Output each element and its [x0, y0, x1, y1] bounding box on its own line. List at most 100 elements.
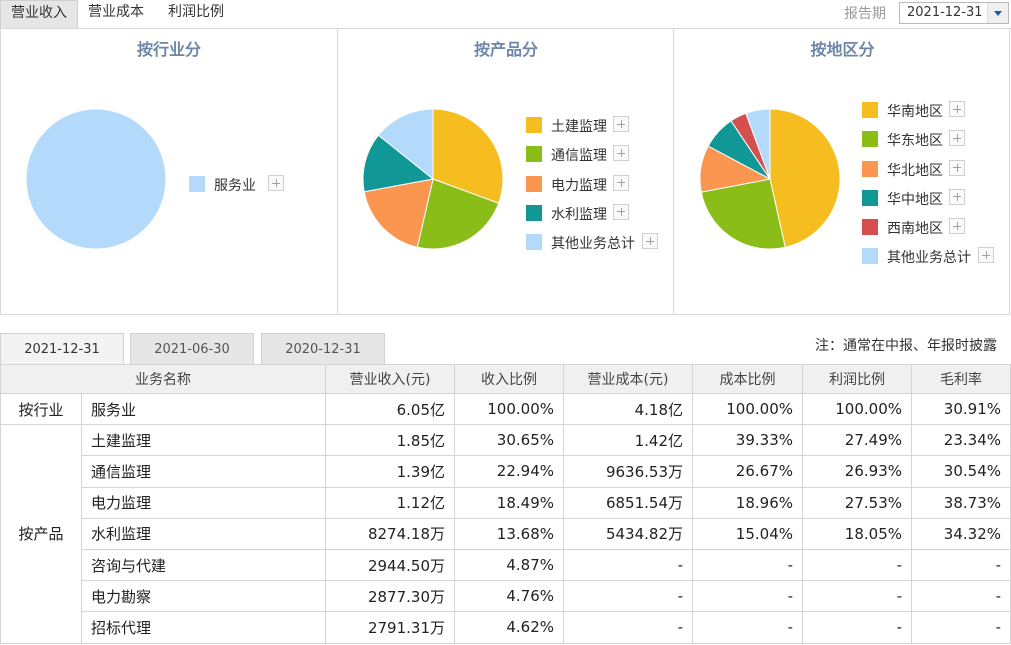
legend-swatch — [862, 160, 878, 177]
pie-slice — [416, 178, 500, 250]
expand-plus-icon[interactable] — [613, 203, 629, 220]
table-row: 通信监理 1.39亿 22.94% 9636.53万 26.67% 26.93% 30.54… — [1, 455, 1011, 488]
table-cell: - — [802, 611, 912, 644]
date-tab-2020-12-31[interactable]: 2020-12-31 — [261, 333, 385, 364]
table-cell: 27.53% — [802, 486, 912, 519]
table-cell: 22.94% — [454, 455, 564, 488]
group-label: 按产品 — [0, 424, 82, 644]
legend-swatch — [526, 117, 542, 133]
pie-slice — [700, 178, 786, 250]
pie-slice — [377, 108, 434, 181]
chart-panels: 按行业分 服务业 按产品分 土建监理 通信监理 电力监理 水利监理 其他业务总计 按地区… — [0, 28, 1010, 315]
tab-revenue[interactable]: 营业收入 — [0, 0, 78, 28]
table-cell: 4.76% — [454, 580, 564, 613]
expand-plus-icon[interactable] — [949, 101, 965, 117]
table-cell: 26.93% — [802, 455, 912, 488]
table-cell: 30.65% — [454, 424, 564, 457]
pie-slice — [432, 108, 504, 204]
table-cell: 4.18亿 — [563, 392, 693, 426]
table-cell: - — [692, 611, 803, 644]
table-cell: 1.12亿 — [325, 486, 455, 519]
report-period: 报告期 2021-12-31 — [811, 0, 1011, 28]
table-cell: - — [911, 548, 1011, 582]
tab-cost[interactable]: 营业成本 — [88, 4, 144, 20]
date-tab-2021-12-31[interactable]: 2021-12-31 — [0, 333, 124, 364]
table-cell: 39.33% — [692, 424, 803, 457]
pie-chart-industry — [25, 108, 167, 250]
expand-plus-icon[interactable] — [268, 175, 284, 191]
table-cell: - — [563, 548, 693, 582]
table-cell: 1.85亿 — [325, 424, 455, 457]
table-cell: - — [802, 548, 912, 582]
legend-label: 华东地区 — [887, 133, 943, 150]
table-cell: - — [692, 580, 803, 613]
header-revenue-ratio: 收入比例 — [454, 364, 564, 394]
expand-plus-icon[interactable] — [613, 116, 629, 132]
table-cell: 8274.18万 — [325, 517, 455, 550]
table-row: 电力监理 1.12亿 18.49% 6851.54万 18.96% 27.53% 38.73… — [1, 486, 1011, 519]
pie-chart-region — [699, 108, 841, 250]
date-tab-2021-06-30[interactable]: 2021-06-30 — [130, 333, 254, 364]
chevron-down-icon[interactable] — [987, 3, 1008, 23]
legend-label: 土建监理 — [551, 119, 607, 135]
header-profit-ratio: 利润比例 — [802, 364, 912, 394]
table-row: 按产品 土建监理 1.85亿 30.65% 1.42亿 39.33% 27.49% 23.34… — [0, 424, 1011, 644]
legend-swatch — [862, 219, 878, 236]
legend-label: 华中地区 — [887, 191, 943, 208]
legend-label: 服务业 — [214, 178, 256, 194]
table-cell: 4.62% — [454, 611, 564, 644]
table-cell: - — [692, 548, 803, 582]
legend-swatch — [862, 189, 878, 206]
expand-plus-icon[interactable] — [949, 159, 965, 176]
tab-profit-ratio[interactable]: 利润比例 — [168, 4, 224, 20]
table-cell: - — [563, 611, 693, 644]
table-cell: - — [802, 580, 912, 613]
top-tab-bar: 营业收入 营业成本 利润比例 报告期 2021-12-31 — [0, 0, 1011, 29]
pie-slice — [769, 108, 841, 248]
table-cell: 5434.82万 — [563, 517, 693, 550]
table-cell: 18.49% — [454, 486, 564, 519]
table-cell: 34.32% — [911, 517, 1011, 550]
report-period-select[interactable]: 2021-12-31 — [899, 2, 1009, 24]
chart-panel-industry: 按行业分 服务业 — [1, 28, 337, 315]
legend-label: 西南地区 — [887, 221, 943, 238]
legend-label: 其他业务总计 — [887, 250, 971, 267]
expand-plus-icon[interactable] — [613, 174, 629, 191]
expand-plus-icon[interactable] — [949, 130, 965, 147]
pie-slice — [25, 108, 167, 250]
expand-plus-icon[interactable] — [978, 247, 994, 264]
table-cell: 6851.54万 — [563, 486, 693, 519]
expand-plus-icon[interactable] — [949, 188, 965, 205]
table-cell: 23.34% — [911, 424, 1011, 457]
legend-swatch — [862, 102, 878, 118]
legend-label: 电力监理 — [551, 177, 607, 194]
pie-slice — [745, 108, 771, 180]
legend-swatch — [526, 175, 542, 192]
business-name-cell: 通信监理 — [81, 455, 326, 488]
header-cost: 营业成本(元) — [563, 364, 693, 394]
expand-plus-icon[interactable] — [642, 233, 658, 250]
table-cell: 38.73% — [911, 486, 1011, 519]
business-name-cell: 电力监理 — [81, 486, 326, 519]
legend-swatch — [862, 131, 878, 148]
pie-chart-product — [362, 108, 504, 250]
table-cell: 100.00% — [802, 392, 912, 426]
table-row: 电力勘察 2877.30万 4.76% - - - - — [1, 580, 1011, 613]
table-row: 招标代理 2791.31万 4.62% - - - - — [1, 611, 1011, 644]
table-cell: 100.00% — [454, 392, 564, 426]
table-cell: 18.96% — [692, 486, 803, 519]
table-cell: 100.00% — [692, 392, 803, 426]
legend-label: 华南地区 — [887, 104, 943, 120]
table-cell: - — [911, 611, 1011, 644]
table-cell: 27.49% — [802, 424, 912, 457]
table-cell: 15.04% — [692, 517, 803, 550]
header-revenue: 营业收入(元) — [325, 364, 455, 394]
table-cell: - — [563, 580, 693, 613]
expand-plus-icon[interactable] — [949, 218, 965, 235]
chart-title-product: 按产品分 — [473, 40, 538, 59]
table-cell: 6.05亿 — [325, 392, 455, 426]
expand-plus-icon[interactable] — [613, 145, 629, 162]
business-name-cell: 服务业 — [81, 392, 326, 426]
table-row: 按行业 服务业 6.05亿 100.00% 4.18亿 100.00% 100.00% 30.… — [0, 392, 1011, 426]
table-cell: 2791.31万 — [325, 611, 455, 644]
